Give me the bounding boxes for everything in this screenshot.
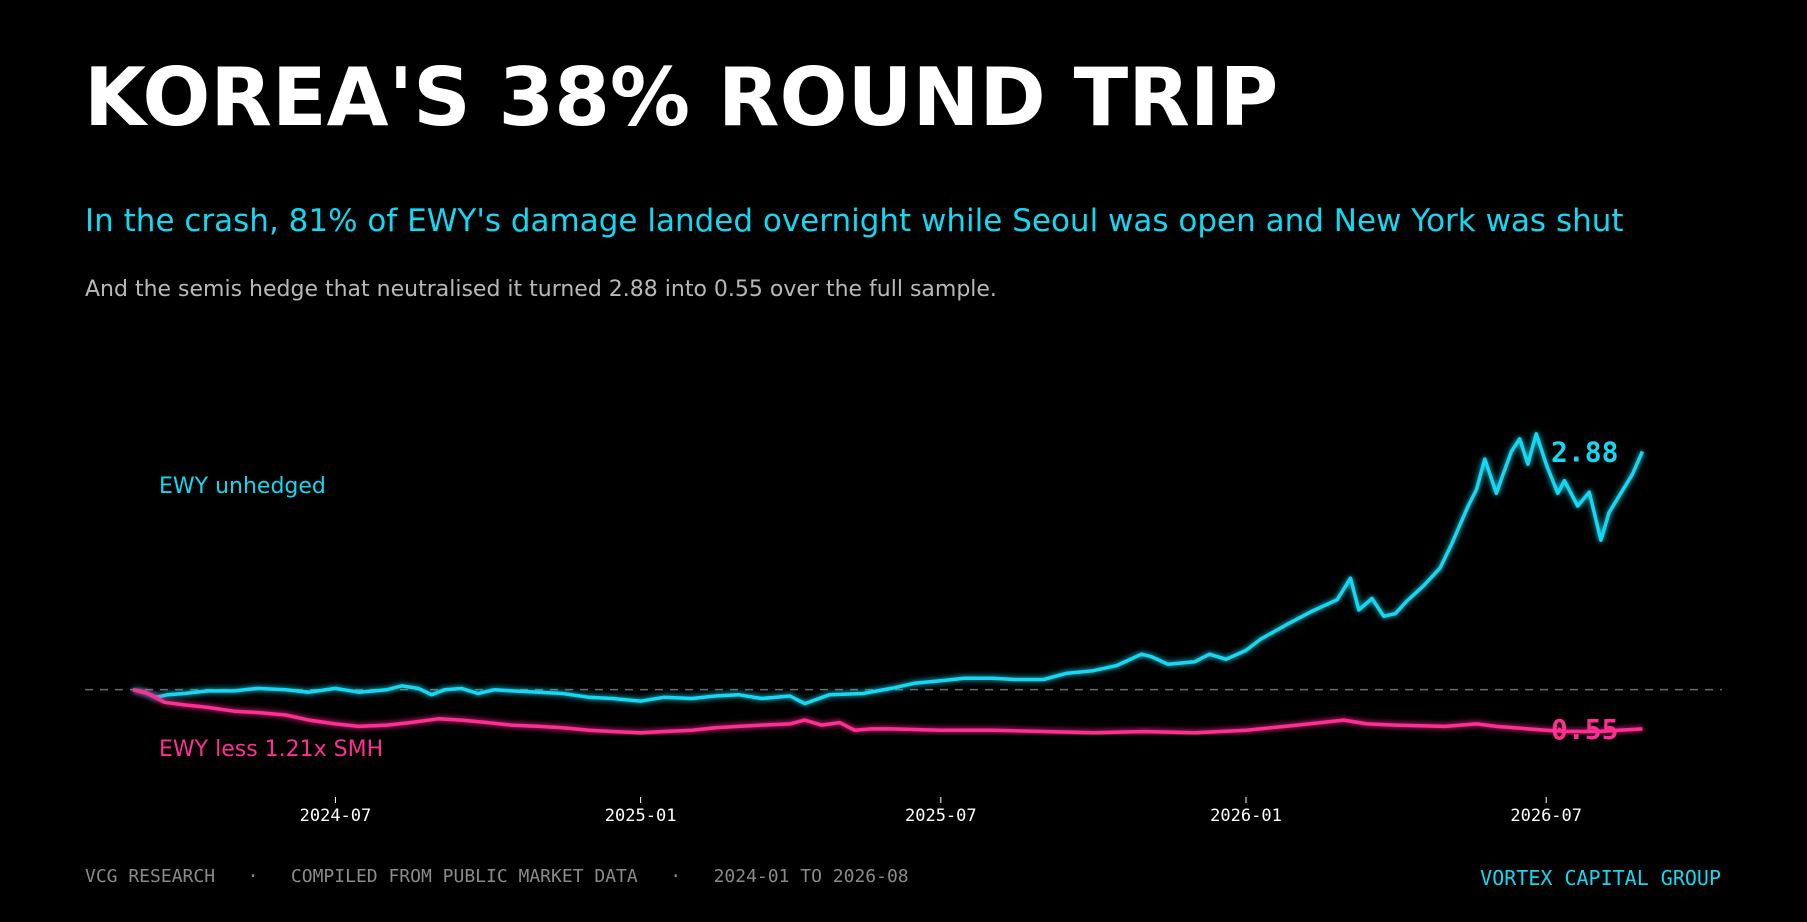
x-axis: 2024-07 2025-01 2025-07 2026-01 2026-07 bbox=[300, 797, 1582, 826]
x-tick-label: 2025-07 bbox=[905, 806, 977, 826]
series-label-ewy-unhedged: EWY unhedged bbox=[159, 474, 326, 499]
page-title: KOREA'S 38% ROUND TRIP bbox=[84, 51, 1279, 144]
x-tick-label: 2024-07 bbox=[300, 806, 372, 826]
chart-note: And the semis hedge that neutralised it … bbox=[85, 277, 997, 302]
x-tick-label: 2026-01 bbox=[1210, 806, 1282, 826]
chart-subtitle: In the crash, 81% of EWY's damage landed… bbox=[85, 203, 1624, 239]
footer-separator: · bbox=[670, 866, 682, 887]
footer-separator: · bbox=[247, 866, 259, 887]
series-label-ewy-hedged: EWY less 1.21x SMH bbox=[159, 737, 383, 762]
footer-date-range: 2024-01 TO 2026-08 bbox=[713, 866, 909, 887]
footer-compiled: COMPILED FROM PUBLIC MARKET DATA bbox=[290, 866, 638, 887]
series-layer bbox=[132, 432, 1645, 735]
end-value-ewy-hedged: 0.55 bbox=[1551, 713, 1618, 746]
end-value-ewy-unhedged: 2.88 bbox=[1551, 436, 1618, 469]
series-line-ewy-hedged bbox=[132, 688, 1643, 735]
x-tick-label: 2026-07 bbox=[1510, 806, 1582, 826]
footer-brand: VORTEX CAPITAL GROUP bbox=[1480, 866, 1721, 890]
series-line-ewy-unhedged bbox=[132, 432, 1645, 706]
x-tick-label: 2025-01 bbox=[605, 806, 677, 826]
footer-source-name: VCG RESEARCH bbox=[85, 866, 216, 887]
footer-source: VCG RESEARCH · COMPILED FROM PUBLIC MARK… bbox=[85, 866, 909, 887]
